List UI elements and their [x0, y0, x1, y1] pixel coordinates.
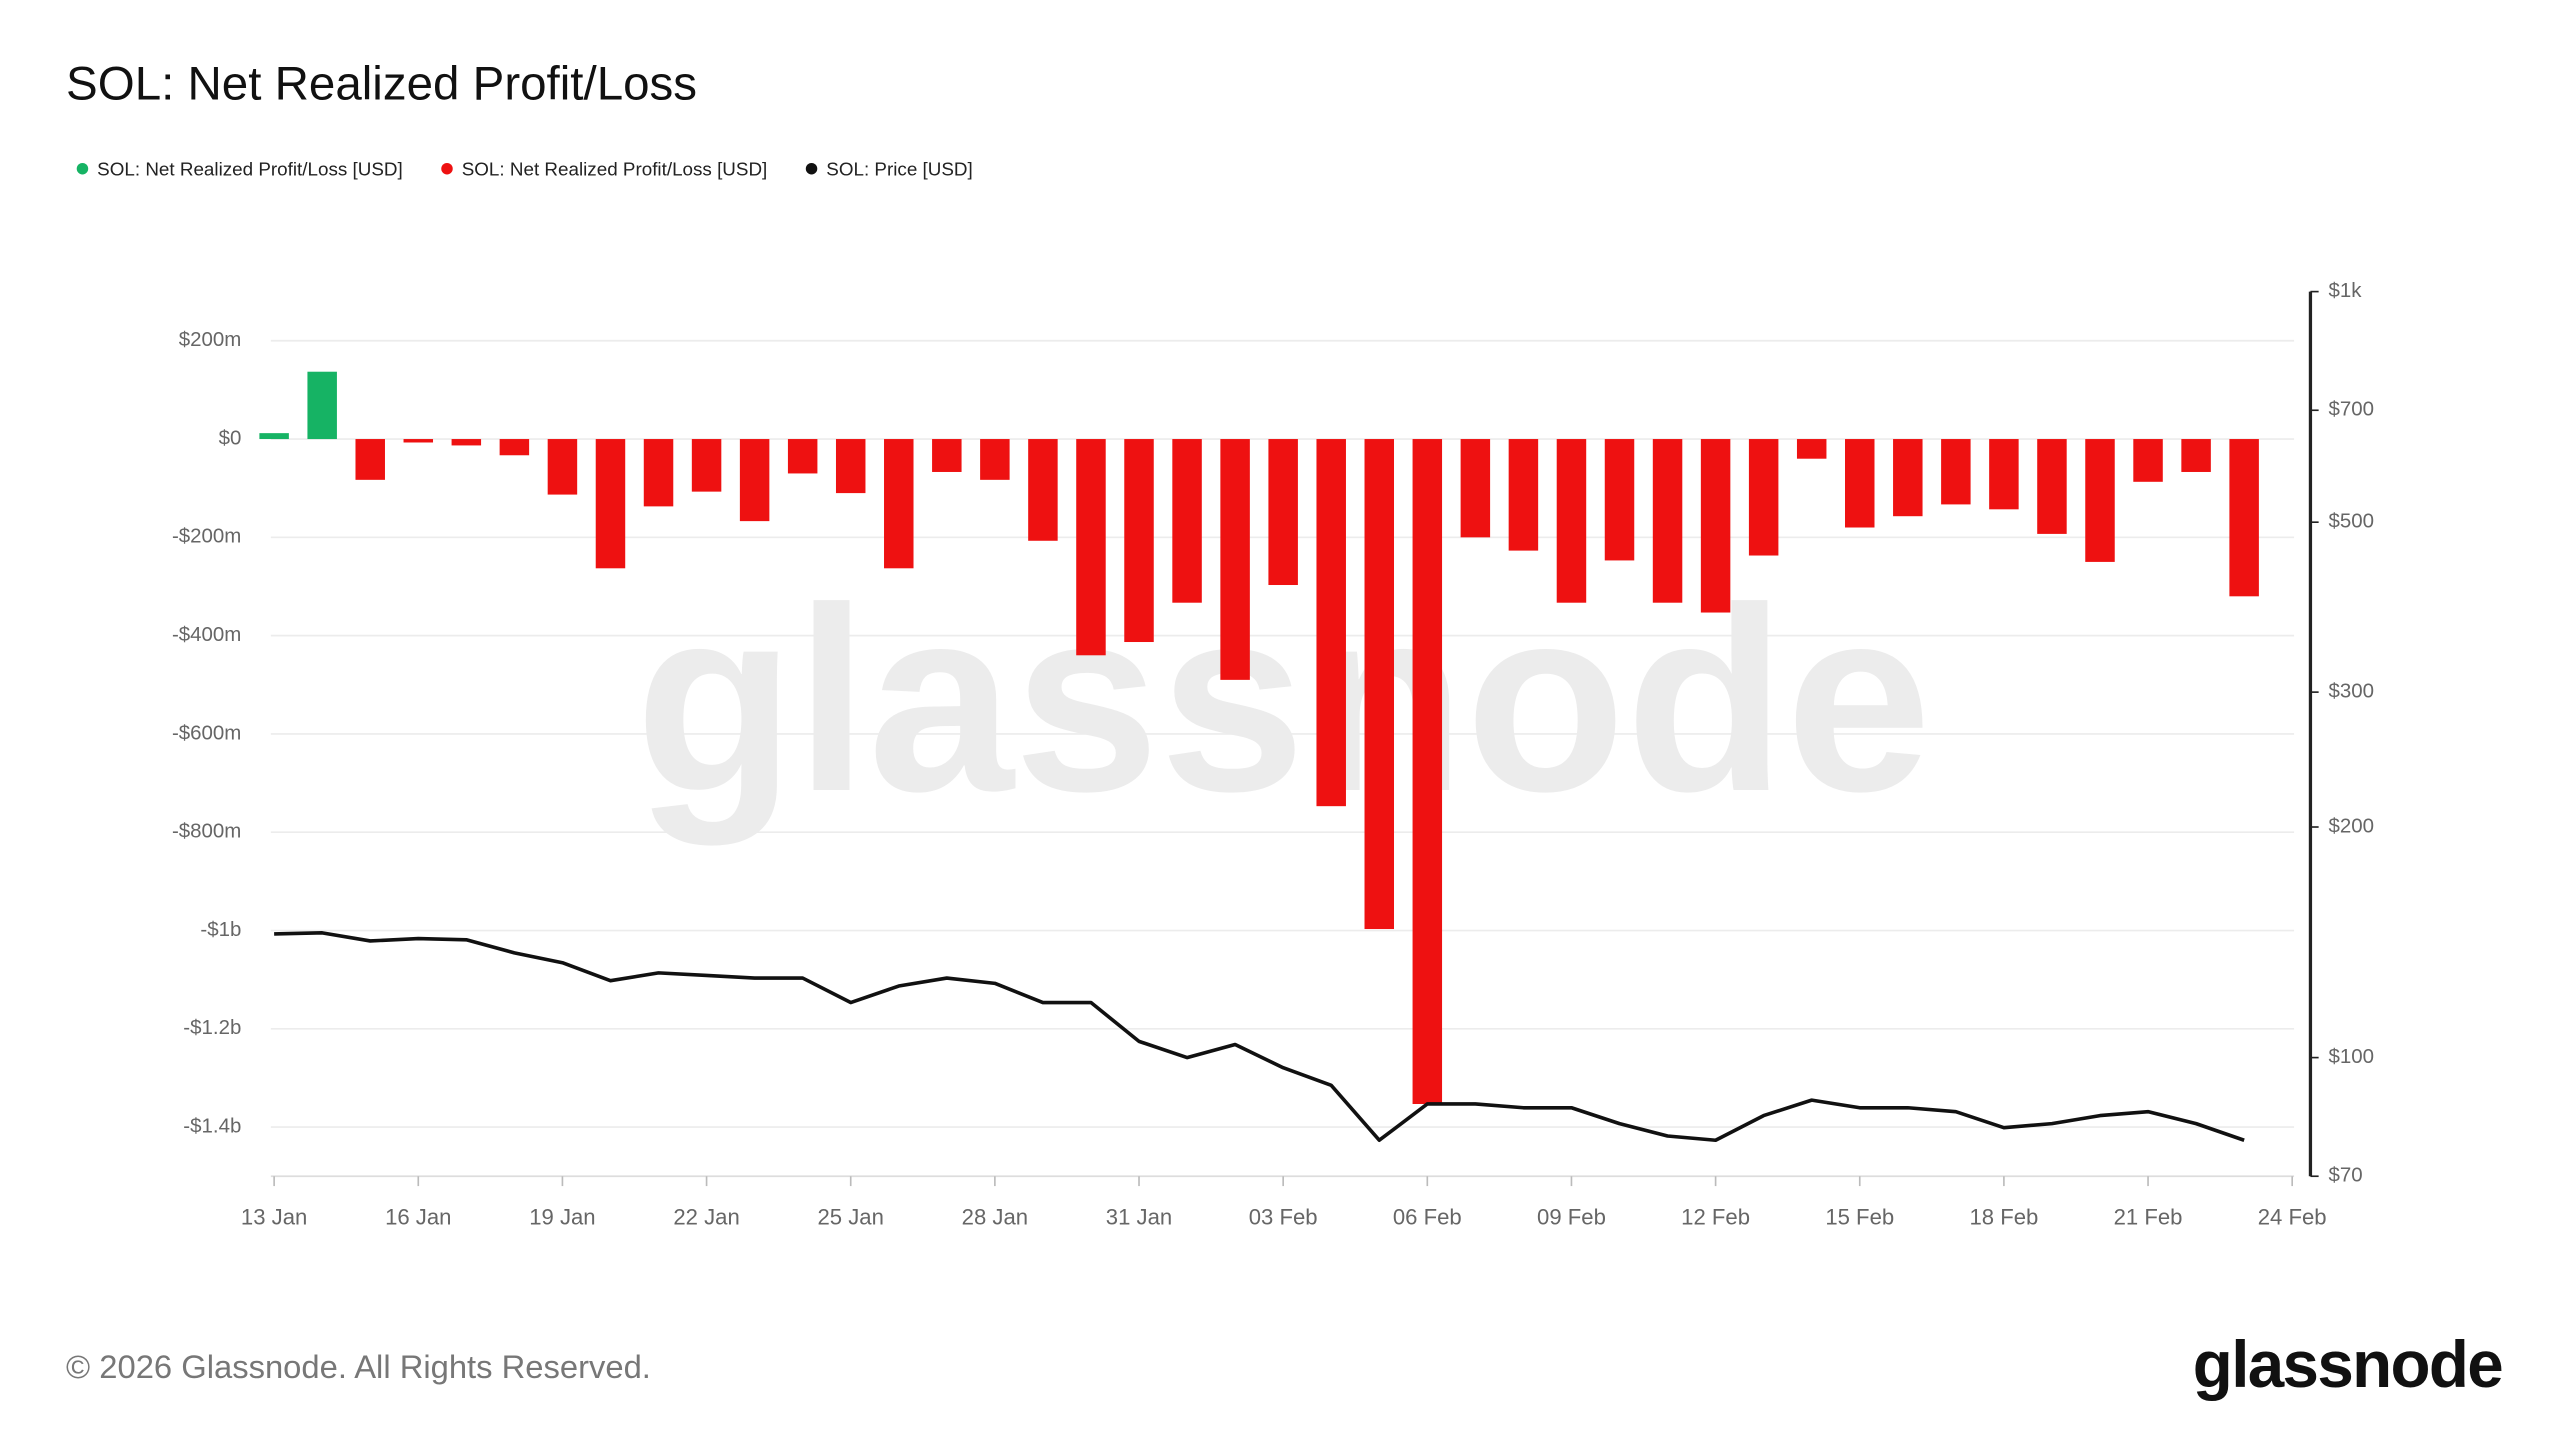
bar	[2085, 439, 2115, 562]
x-tick-label: 13 Jan	[241, 1205, 307, 1230]
footer: © 2026 Glassnode. All Rights Reserved.	[66, 1348, 651, 1385]
bar	[1316, 439, 1346, 807]
watermark: glassnode	[635, 553, 1931, 847]
y-tick-label: $0	[219, 426, 242, 449]
bar	[1076, 439, 1106, 656]
x-tick-label: 15 Feb	[1825, 1205, 1894, 1230]
bar	[1604, 439, 1635, 561]
bar	[1556, 439, 1587, 603]
x-tick-label: 28 Jan	[962, 1205, 1028, 1230]
bar	[1364, 439, 1395, 930]
bar	[1989, 439, 2019, 510]
y2-tick-label: $500	[2328, 510, 2374, 533]
price-line	[274, 931, 2245, 1143]
bar	[2181, 439, 2211, 472]
y-tick-label: -$200m	[172, 525, 241, 548]
y2-tick-label: $1k	[2328, 279, 2362, 302]
bar	[1172, 439, 1202, 603]
bar	[1124, 439, 1154, 643]
bar	[595, 439, 626, 569]
x-tick-label: 22 Jan	[673, 1205, 739, 1230]
legend-label: SOL: Price [USD]	[826, 158, 972, 179]
bar	[739, 439, 770, 522]
bar	[499, 439, 530, 456]
y-tick-label: -$1.4b	[183, 1115, 241, 1138]
x-tick-label: 31 Jan	[1106, 1205, 1172, 1230]
bar	[643, 439, 674, 507]
bar	[691, 439, 722, 492]
x-tick-label: 09 Feb	[1537, 1205, 1606, 1230]
y2-tick-label: $100	[2328, 1045, 2374, 1068]
y-tick-label: -$800m	[172, 820, 241, 843]
chart-title: SOL: Net Realized Profit/Loss	[66, 57, 697, 110]
bar	[1893, 439, 1923, 517]
bar	[2037, 439, 2067, 534]
x-tick-label: 21 Feb	[2114, 1205, 2183, 1230]
legend-marker	[805, 163, 818, 175]
x-tick-label: 19 Jan	[529, 1205, 595, 1230]
bar	[1460, 439, 1491, 538]
x-tick-label: 24 Feb	[2258, 1205, 2327, 1230]
bar	[1028, 439, 1058, 541]
bar	[1845, 439, 1875, 528]
bar	[403, 439, 434, 443]
bar	[307, 371, 337, 440]
bar	[1268, 439, 1298, 586]
bar	[980, 439, 1010, 480]
y2-tick-label: $70	[2328, 1164, 2362, 1187]
y-tick-label: -$1.2b	[183, 1016, 241, 1039]
bar	[1508, 439, 1539, 551]
bar	[259, 433, 289, 440]
bar	[547, 439, 578, 495]
bar	[355, 439, 385, 480]
bar	[2133, 439, 2163, 482]
bar	[1796, 439, 1827, 459]
legend-marker	[76, 163, 89, 175]
bar	[1700, 439, 1731, 613]
x-tick-label: 25 Jan	[818, 1205, 884, 1230]
y-tick-label: -$1b	[200, 918, 241, 941]
legend-label: SOL: Net Realized Profit/Loss [USD]	[97, 158, 403, 179]
legend-label: SOL: Net Realized Profit/Loss [USD]	[462, 158, 768, 179]
bar	[1941, 439, 1971, 505]
y2-tick-label: $700	[2328, 398, 2374, 421]
bar	[2229, 439, 2259, 597]
bar	[1748, 439, 1779, 556]
y2-tick-label: $300	[2328, 680, 2374, 703]
logo: glassnode	[2193, 1328, 2502, 1401]
bar	[835, 439, 866, 494]
y-tick-label: $200m	[179, 328, 242, 351]
x-tick-label: 18 Feb	[1969, 1205, 2038, 1230]
x-tick-label: 03 Feb	[1249, 1205, 1318, 1230]
x-tick-label: 16 Jan	[385, 1205, 451, 1230]
legend-marker	[441, 163, 453, 175]
bar	[932, 439, 962, 472]
y-tick-label: -$400m	[172, 623, 241, 646]
bar	[1412, 439, 1443, 1104]
bar	[1220, 439, 1250, 680]
y-tick-label: -$600m	[172, 721, 241, 744]
x-tick-label: 06 Feb	[1393, 1205, 1462, 1230]
bar	[451, 439, 482, 446]
x-tick-label: 12 Feb	[1681, 1205, 1750, 1230]
y2-tick-label: $200	[2328, 814, 2374, 837]
bar	[1652, 439, 1683, 603]
bar	[884, 439, 914, 569]
bar	[787, 439, 818, 474]
